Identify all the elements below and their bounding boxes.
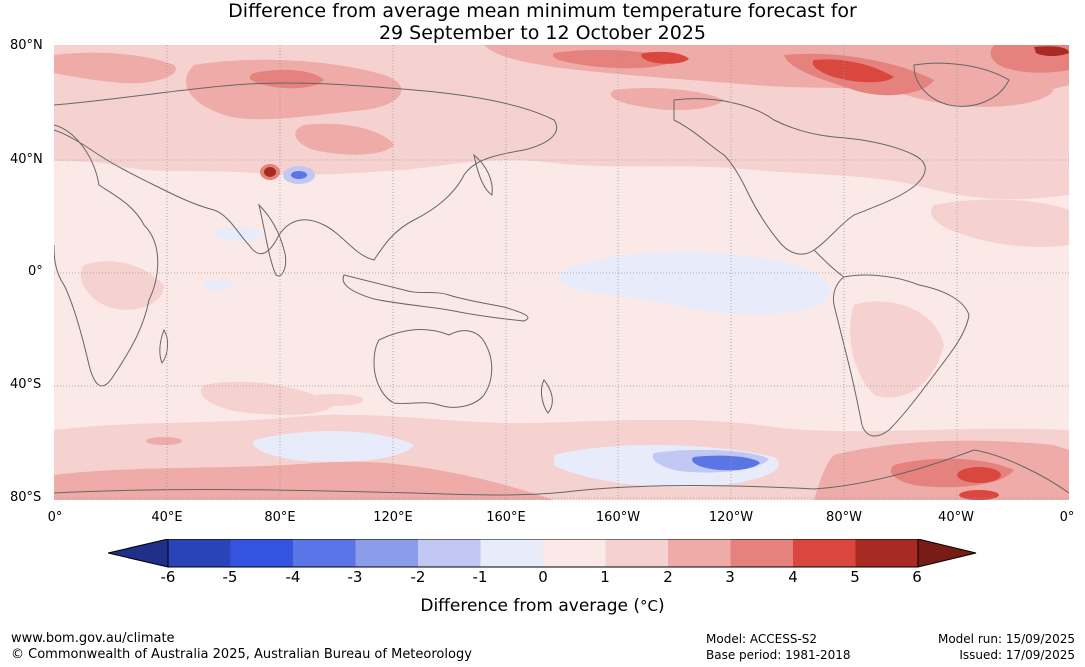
colorbar-arrow-low bbox=[108, 539, 169, 568]
anomaly-patch-alaska bbox=[610, 88, 724, 111]
colorbar-segment-6 bbox=[480, 539, 543, 567]
footer-issued: Issued: 17/09/2025 bbox=[959, 648, 1075, 662]
lon-label-120w: 120°W bbox=[708, 510, 754, 525]
lon-label-80e: 80°E bbox=[264, 510, 296, 525]
colorbar-tick: -6 bbox=[160, 568, 176, 586]
colorbar-label-prefix: Difference from average ( bbox=[420, 596, 640, 616]
colorbar-tick: -2 bbox=[410, 568, 426, 586]
anomaly-warm-south-1 bbox=[54, 461, 554, 500]
lon-label-0: 0° bbox=[47, 510, 63, 525]
map-title-line1: Difference from average mean minimum tem… bbox=[228, 0, 857, 22]
coastline-north-america bbox=[673, 98, 926, 255]
coastline-south-america bbox=[833, 274, 970, 437]
anomaly-patch-southam bbox=[850, 301, 944, 398]
colorbar-segment-10 bbox=[730, 539, 793, 567]
anomaly-patch-n5 bbox=[812, 59, 894, 83]
coastline-central-america bbox=[813, 249, 845, 278]
colorbar-tick: -3 bbox=[347, 568, 363, 586]
lat-label-80n: 80°N bbox=[10, 38, 43, 53]
anomaly-warm-south-5 bbox=[959, 490, 999, 500]
anomaly-warm-south-6 bbox=[146, 437, 182, 445]
coastline-asia bbox=[54, 82, 557, 261]
map-gridlines bbox=[54, 45, 1069, 500]
colorbar-tick: 0 bbox=[538, 568, 548, 586]
colorbar-label: Difference from average (°C) bbox=[0, 596, 1085, 616]
anomaly-patch-n6 bbox=[641, 51, 689, 64]
footer-copyright: © Commonwealth of Australia 2025, Austra… bbox=[11, 647, 472, 662]
anomaly-warm-south-4 bbox=[957, 467, 1001, 483]
coastline-africa bbox=[54, 124, 159, 387]
footer-model: Model: ACCESS-S2 bbox=[706, 632, 818, 646]
coastlines bbox=[54, 62, 1069, 496]
anomaly-patch-siberia bbox=[185, 59, 402, 120]
colorbar bbox=[108, 539, 977, 568]
lat-label-0: 0° bbox=[28, 264, 43, 279]
colorbar-tick: 5 bbox=[850, 568, 860, 586]
anomaly-cool-pacific bbox=[559, 251, 831, 315]
colorbar-tick: -1 bbox=[472, 568, 488, 586]
colorbar-arrow-high bbox=[917, 539, 977, 568]
anomaly-patch-atlantic-n bbox=[930, 199, 1069, 247]
colorbar-segment-11 bbox=[793, 539, 856, 567]
coastline-greenland bbox=[913, 62, 1010, 107]
lat-label-40n: 40°N bbox=[10, 152, 43, 167]
lon-label-160w: 160°W bbox=[595, 510, 641, 525]
lon-label-120e: 120°E bbox=[373, 510, 413, 525]
footer-model-run: Model run: 15/09/2025 bbox=[937, 632, 1075, 646]
coastline-india bbox=[258, 203, 287, 277]
anomaly-patch-asia-east bbox=[295, 123, 394, 155]
lon-label-160e: 160°E bbox=[486, 510, 526, 525]
anomaly-warm-south-7 bbox=[304, 394, 364, 406]
coastline-japan bbox=[473, 153, 493, 196]
anomaly-patch-africa bbox=[80, 261, 164, 310]
colorbar-segment-7 bbox=[543, 539, 606, 567]
anomaly-patch-eurasia bbox=[54, 52, 176, 84]
colorbar-tick: -5 bbox=[222, 568, 238, 586]
colorbar-tick: 3 bbox=[725, 568, 735, 586]
lon-label-80w: 80°W bbox=[826, 510, 862, 525]
anomaly-coldspot-tibet-core bbox=[291, 171, 307, 179]
anomaly-cool-africa bbox=[204, 279, 234, 291]
anomaly-patch-n4 bbox=[249, 69, 324, 89]
anomaly-cool-south-pacific-core bbox=[692, 455, 760, 471]
anomaly-cool-indonesia bbox=[214, 226, 264, 242]
coastline-australia bbox=[373, 329, 493, 408]
coastline-nz bbox=[540, 379, 553, 414]
lon-label-40e: 40°E bbox=[151, 510, 183, 525]
lon-label-40w: 40°W bbox=[938, 510, 974, 525]
colorbar-label-unit: °C bbox=[640, 597, 658, 615]
footer-base-period: Base period: 1981-2018 bbox=[706, 648, 851, 662]
anomaly-patch-n7 bbox=[1034, 46, 1069, 56]
lon-label-0-east: 0° bbox=[1059, 510, 1075, 525]
lat-label-80s: 80°S bbox=[10, 490, 42, 505]
colorbar-segment-12 bbox=[855, 539, 918, 567]
colorbar-tick: 4 bbox=[788, 568, 798, 586]
colorbar-label-suffix: ) bbox=[657, 596, 665, 616]
colorbar-segment-9 bbox=[668, 539, 731, 567]
colorbar-tick: 1 bbox=[600, 568, 610, 586]
colorbar-segment-2 bbox=[230, 539, 293, 567]
colorbar-segment-8 bbox=[605, 539, 668, 567]
anomaly-map bbox=[54, 45, 1069, 500]
colorbar-segment-4 bbox=[355, 539, 418, 567]
colorbar-tick: 2 bbox=[663, 568, 673, 586]
colorbar-segment-1 bbox=[168, 539, 231, 567]
colorbar-tick: -4 bbox=[285, 568, 301, 586]
footer-website: www.bom.gov.au/climate bbox=[11, 631, 175, 646]
coastline-indonesia bbox=[342, 274, 529, 322]
anomaly-cool-south-indian bbox=[253, 430, 414, 462]
map-title-line2: 29 September to 12 October 2025 bbox=[378, 22, 707, 44]
lat-label-40s: 40°S bbox=[10, 377, 42, 392]
colorbar-segment-3 bbox=[293, 539, 356, 567]
colorbar-segment-5 bbox=[418, 539, 481, 567]
anomaly-patch-indian-s bbox=[200, 381, 334, 415]
anomaly-hotspot-tibet-core bbox=[264, 167, 276, 177]
coastline-antarctica bbox=[54, 449, 1069, 496]
colorbar-tick: 6 bbox=[912, 568, 922, 586]
